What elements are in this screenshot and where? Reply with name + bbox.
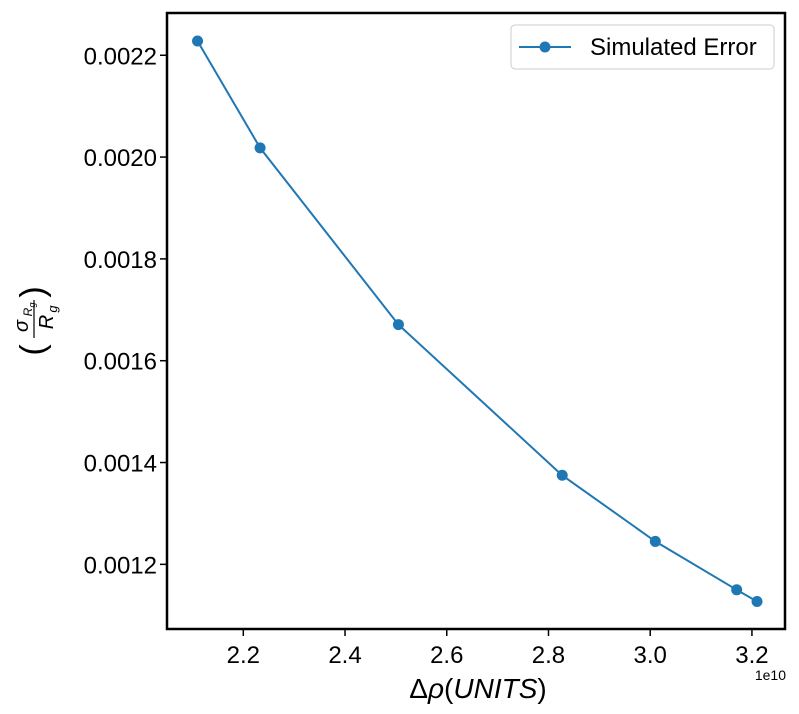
- y-axis-label: ( σ R g R g ): [11, 286, 60, 355]
- x-axis-offset-label: 1e10: [755, 667, 786, 683]
- plot-frame: [165, 11, 787, 631]
- y-axis-label-sigma-sub-R: R: [21, 307, 35, 316]
- x-tick-label: 2.4: [328, 642, 361, 669]
- y-tick-label: 0.0020: [84, 145, 157, 172]
- x-axis-ticks: 2.2 2.4 2.6 2.8 3.0 3.2: [227, 629, 769, 669]
- y-tick-label: 0.0014: [84, 451, 157, 478]
- y-tick-label: 0.0016: [84, 349, 157, 376]
- data-point: [192, 35, 204, 47]
- x-tick-label: 2.6: [430, 642, 463, 669]
- x-tick-label: 2.2: [227, 642, 260, 669]
- legend-point-marker: [539, 41, 551, 53]
- series-line: [196, 40, 758, 603]
- y-axis-label-open-paren: (: [14, 344, 52, 356]
- x-axis-label-close-paren: ): [537, 673, 546, 704]
- x-tick-label: 3.0: [634, 642, 667, 669]
- data-point: [556, 469, 568, 481]
- x-axis-label-open-paren: (: [444, 673, 454, 704]
- y-axis-label-sigma-sub-g: g: [27, 302, 37, 307]
- y-axis-ticks: 0.0012 0.0014 0.0016 0.0018 0.0020 0.0022: [84, 43, 167, 579]
- x-axis-label: Δρ(UNITS): [409, 673, 546, 704]
- data-point: [254, 142, 266, 154]
- data-point: [751, 596, 763, 608]
- y-tick-label: 0.0022: [84, 43, 157, 70]
- data-point: [392, 319, 404, 331]
- x-axis-label-units: UNITS: [453, 673, 537, 704]
- legend: Simulated Error: [510, 24, 775, 70]
- x-tick-label: 3.2: [735, 642, 768, 669]
- y-tick-label: 0.0012: [84, 552, 157, 579]
- legend-box: [510, 24, 775, 70]
- data-point: [731, 584, 743, 596]
- series-layer: [192, 35, 763, 608]
- y-axis-label-R: R: [36, 315, 58, 329]
- x-axis-label-rho: ρ: [427, 673, 444, 704]
- legend-label: Simulated Error: [590, 34, 757, 61]
- y-axis-label-R-sub-g: g: [45, 305, 60, 313]
- y-tick-label: 0.0018: [84, 247, 157, 274]
- y-axis-label-close-paren: ): [14, 286, 52, 297]
- y-axis-label-sigma: σ: [11, 319, 33, 332]
- x-axis-label-delta: Δ: [409, 673, 428, 704]
- data-point: [649, 535, 661, 547]
- x-tick-label: 2.8: [532, 642, 565, 669]
